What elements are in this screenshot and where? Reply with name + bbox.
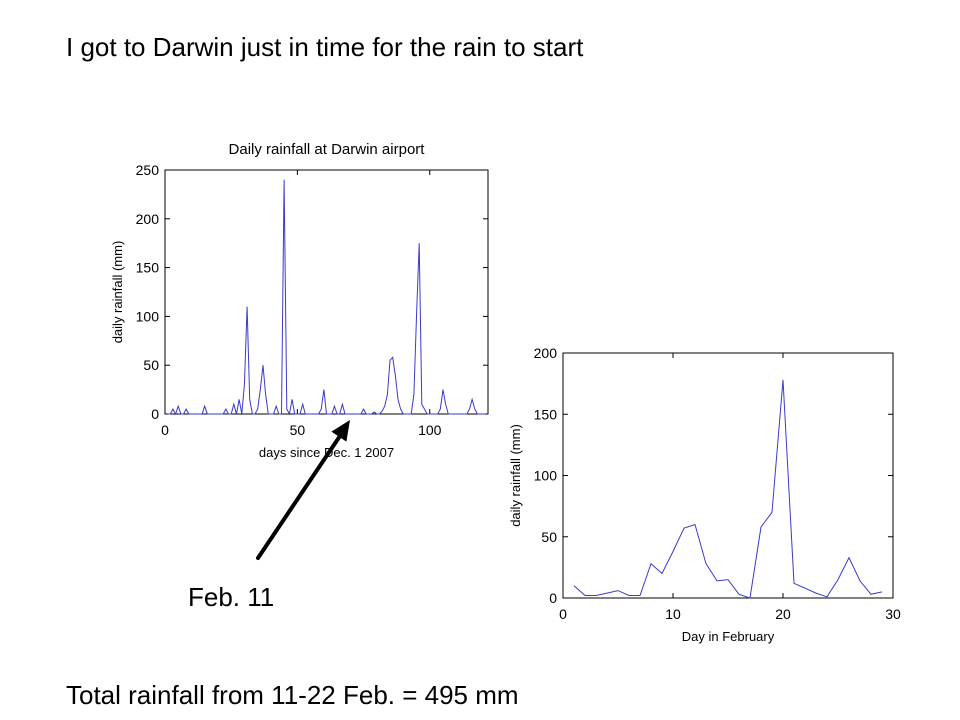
x-tick-label: 30 [885,606,901,622]
y-tick-label: 0 [549,590,557,606]
february-rainfall-chart: 0 10 20 30 0 50 100 150 200 Day in February daily … [508,345,901,644]
y-tick-label: 150 [136,260,160,276]
x-axis-label: Day in February [682,629,775,644]
arrow-shaft [256,425,348,560]
feb-11-arrow [256,420,350,560]
y-tick-label: 200 [136,211,160,227]
chart-title: Daily rainfall at Darwin airport [229,141,426,158]
y-tick-label: 100 [136,308,160,324]
y-tick-label: 150 [534,406,558,422]
plot-frame [562,352,894,599]
y-axis-label: daily rainfall (mm) [508,424,523,527]
x-tick-label: 100 [418,422,442,438]
x-tick-label: 20 [775,606,791,622]
daily-rainfall-chart: 0 50 100 0 50 100 150 200 250 Daily rainfall at D… [110,141,489,460]
series-line [573,379,883,599]
total-rainfall-note: Total rainfall from 11-22 Feb. = 495 mm [66,680,519,710]
x-tick-label: 0 [161,422,169,438]
plot-frame [164,169,489,415]
series-line [167,179,486,416]
y-tick-label: 50 [541,529,557,545]
arrow-head [331,420,350,442]
x-tick-label: 10 [665,606,681,622]
slide-title: I got to Darwin just in time for the rai… [66,32,584,62]
x-tick-label: 50 [290,422,306,438]
y-tick-label: 250 [136,162,160,178]
arrow-label: Feb. 11 [188,582,275,612]
y-tick-label: 200 [534,345,558,361]
y-tick-label: 100 [534,468,558,484]
x-tick-label: 0 [559,606,567,622]
y-tick-label: 50 [143,357,159,373]
y-tick-label: 0 [151,406,159,422]
y-axis-label: daily rainfall (mm) [110,241,125,344]
